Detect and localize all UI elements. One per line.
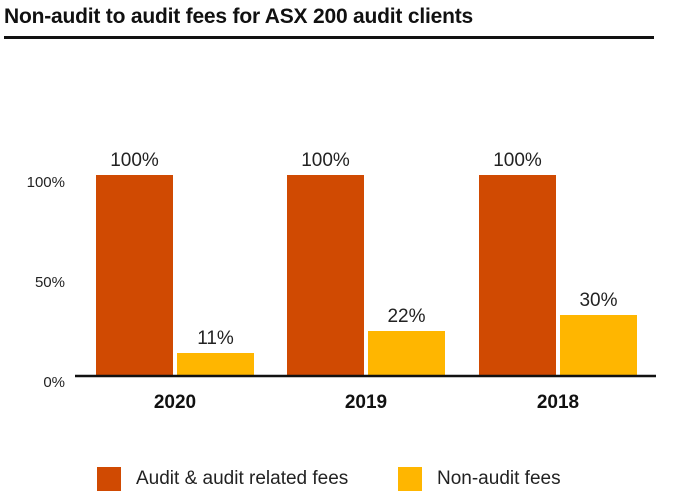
bar xyxy=(368,331,445,375)
x-tick-label: 2019 xyxy=(345,392,387,413)
bar xyxy=(96,175,173,375)
legend-label: Non-audit fees xyxy=(437,468,561,489)
data-label: 100% xyxy=(110,150,159,171)
bar xyxy=(560,315,637,375)
legend-label: Audit & audit related fees xyxy=(136,468,349,489)
legend-item-non-audit: Non-audit fees xyxy=(398,467,561,491)
x-tick-label: 2020 xyxy=(154,392,196,413)
y-tick-label: 0% xyxy=(43,374,65,391)
y-tick-label: 100% xyxy=(27,174,65,191)
data-label: 22% xyxy=(387,306,425,327)
legend-swatch xyxy=(97,467,121,491)
legend-item-audit: Audit & audit related fees xyxy=(97,467,348,491)
chart-title: Non-audit to audit fees for ASX 200 audi… xyxy=(4,5,473,28)
legend-swatch xyxy=(398,467,422,491)
data-label: 100% xyxy=(301,150,350,171)
title-rule xyxy=(4,36,654,39)
bar xyxy=(479,175,556,375)
bar xyxy=(287,175,364,375)
data-label: 100% xyxy=(493,150,542,171)
data-label: 11% xyxy=(197,328,234,349)
bar xyxy=(177,353,254,375)
data-label: 30% xyxy=(579,290,617,311)
x-tick-label: 2018 xyxy=(537,392,579,413)
y-tick-label: 50% xyxy=(35,274,65,291)
